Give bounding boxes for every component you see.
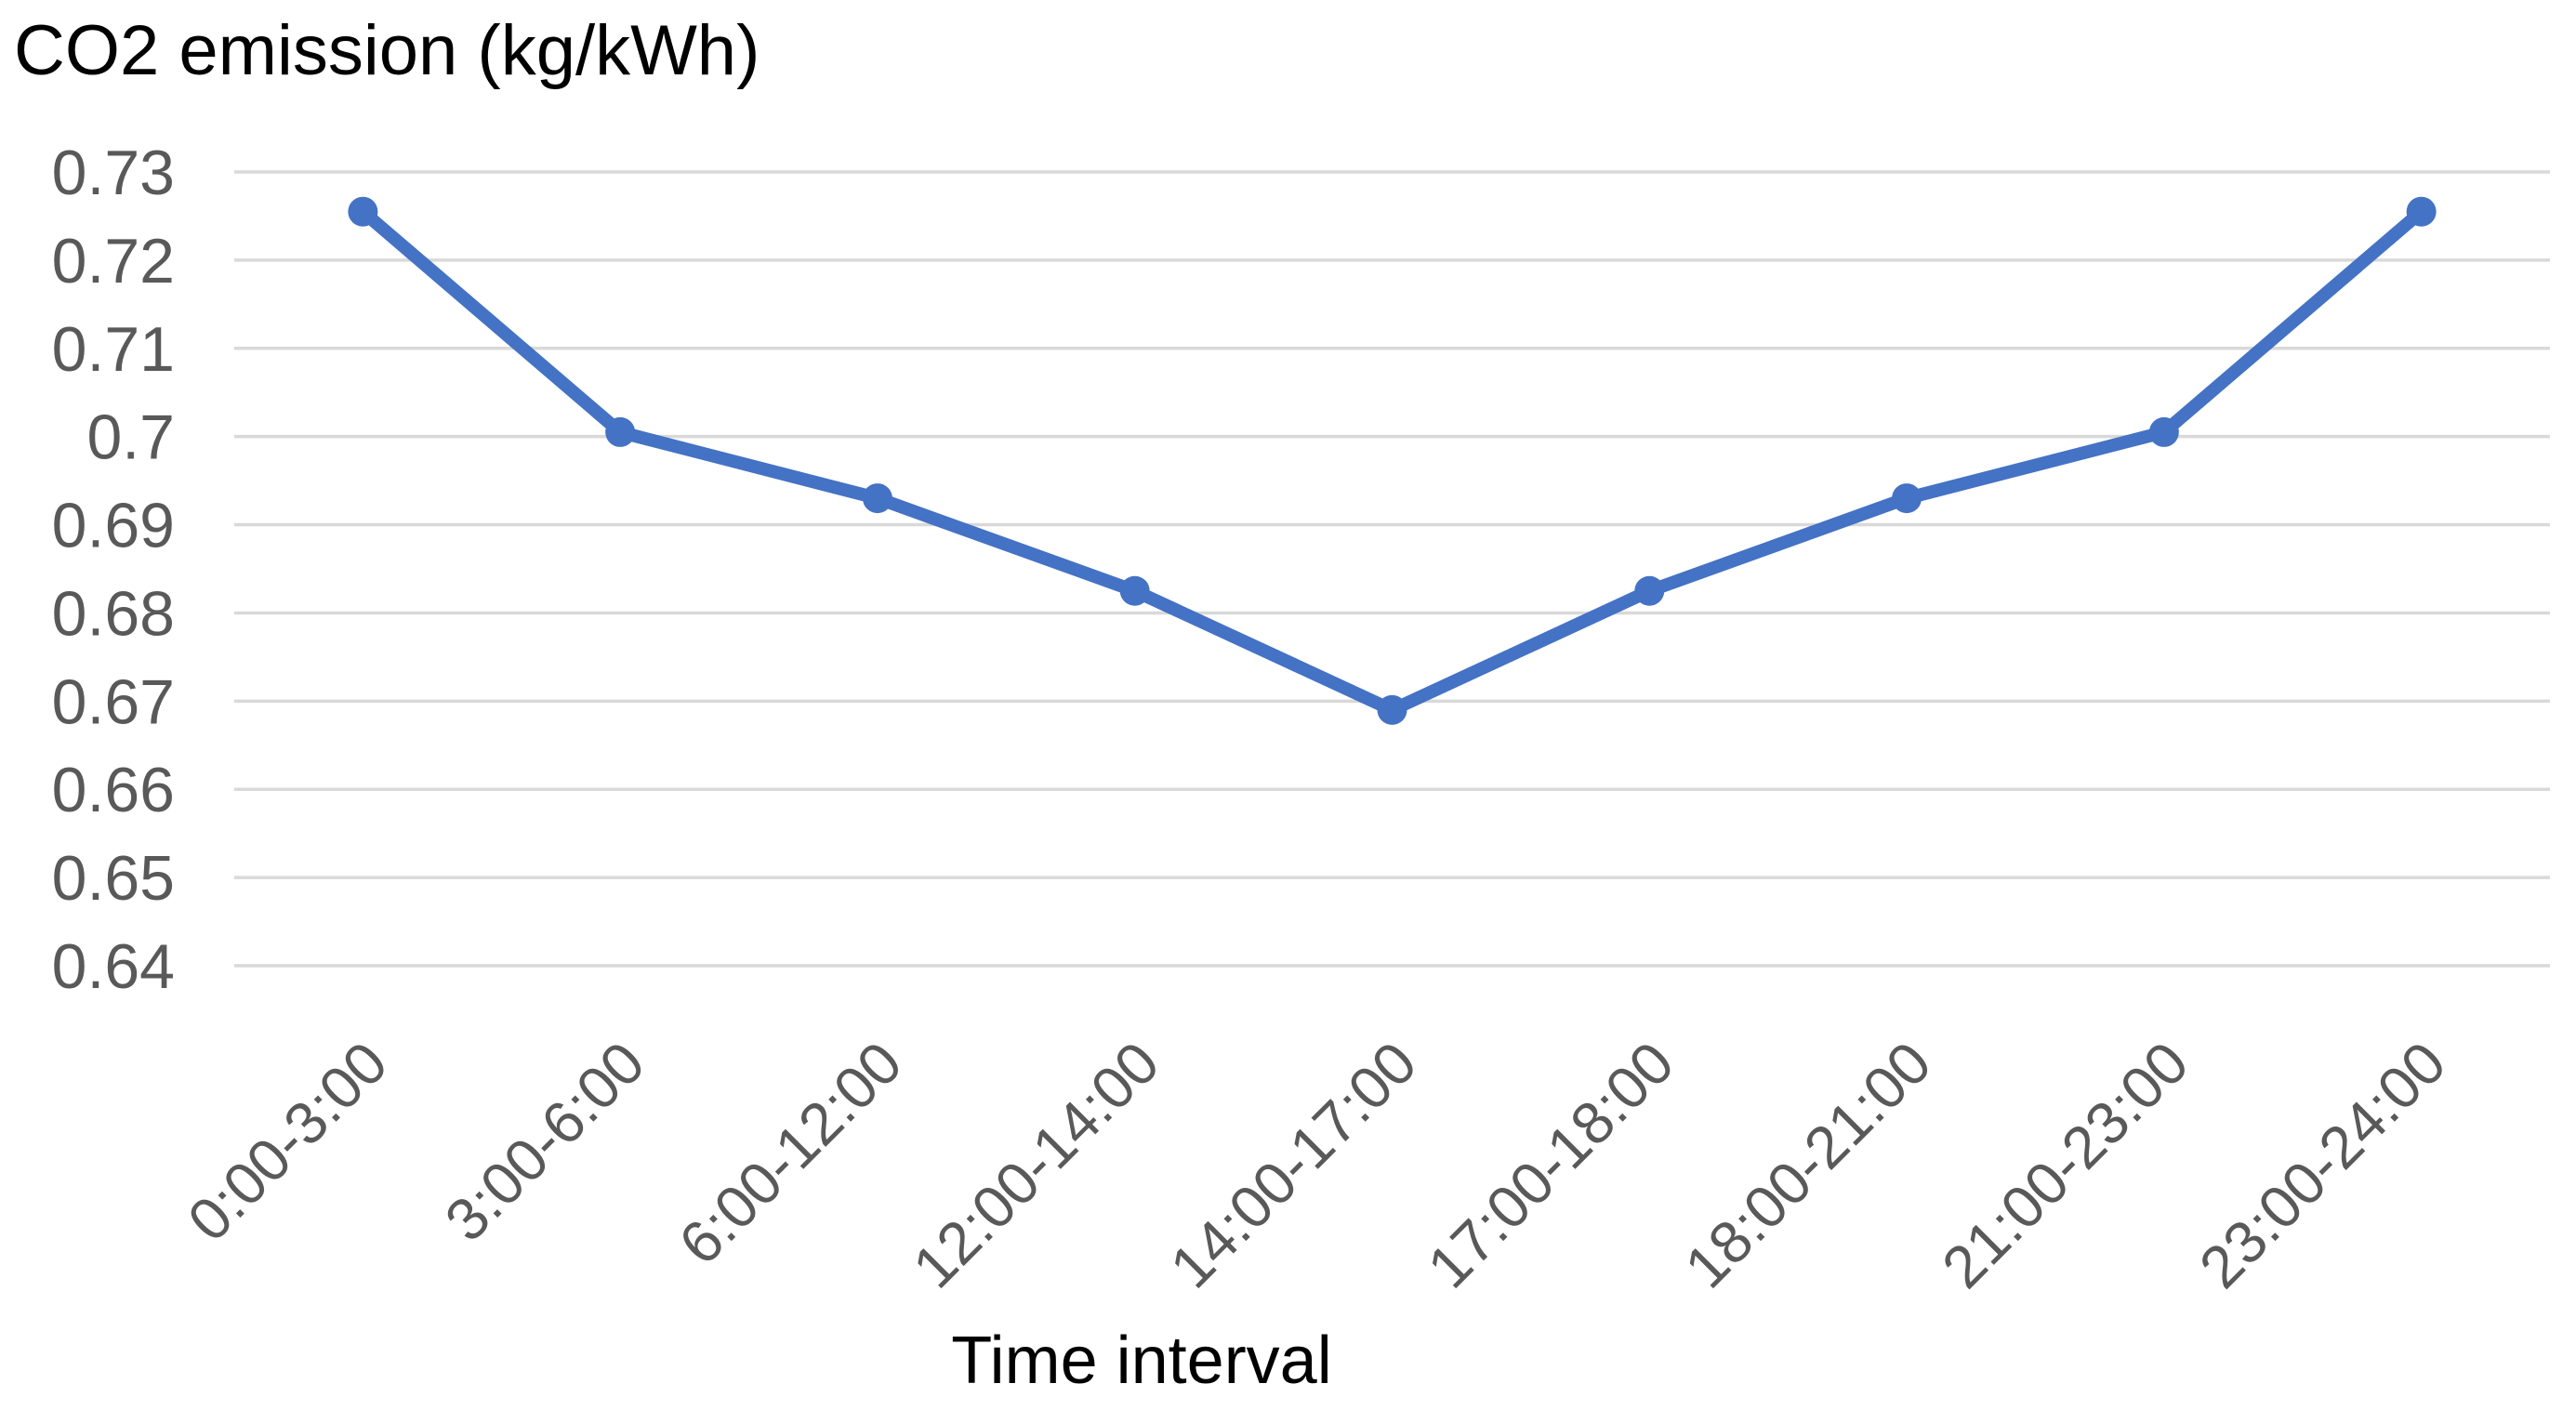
x-tick-label: 3:00-6:00 [432, 1029, 657, 1254]
y-tick-label: 0.72 [52, 226, 175, 296]
data-point-marker [1377, 694, 1407, 725]
x-tick-label: 14:00-17:00 [1157, 1029, 1429, 1300]
data-point-marker [862, 483, 892, 514]
data-point-marker [605, 416, 636, 447]
y-tick-label: 0.68 [52, 578, 175, 649]
x-tick-label: 23:00-24:00 [2186, 1029, 2458, 1300]
y-tick-label: 0.71 [52, 314, 175, 385]
data-point-marker [1634, 575, 1665, 606]
series-group [348, 196, 2437, 725]
x-tick-label: 17:00-18:00 [1415, 1029, 1686, 1300]
y-tick-label: 0.66 [52, 755, 175, 825]
y-tick-label: 0.64 [52, 931, 175, 1002]
x-tick-label: 0:00-3:00 [175, 1029, 400, 1254]
data-point-marker [2148, 416, 2179, 447]
data-point-marker [1119, 575, 1150, 606]
x-tick-label: 21:00-23:00 [1929, 1029, 2200, 1300]
gridline-group [234, 170, 2550, 968]
y-tick-label: 0.67 [52, 666, 175, 737]
y-tick-label: 0.69 [52, 491, 175, 561]
y-tick-label: 0.7 [86, 402, 175, 473]
data-point-marker [348, 196, 378, 227]
y-tick-label: 0.65 [52, 843, 175, 914]
x-tick-label: 18:00-21:00 [1671, 1029, 1943, 1300]
data-point-marker [2406, 196, 2437, 227]
x-tick-label: 6:00-12:00 [667, 1029, 915, 1277]
data-point-marker [1892, 483, 1922, 514]
x-axis-title: Time interval [951, 1324, 1331, 1398]
co2-emission-series-line [356, 204, 2428, 717]
x-axis-tick-labels: 0:00-3:00 3:00-6:00 6:00-12:0012:00-14:001… [175, 1029, 2458, 1300]
chart-title: CO2 emission (kg/kWh) [14, 11, 760, 90]
y-tick-label: 0.73 [52, 138, 175, 208]
y-axis-tick-labels: 0.73 0.72 0.71 0.7 0.69 0.68 0.67 0.66 0.65 0.64 [52, 138, 175, 1002]
x-tick-label: 12:00-14:00 [900, 1029, 1171, 1300]
